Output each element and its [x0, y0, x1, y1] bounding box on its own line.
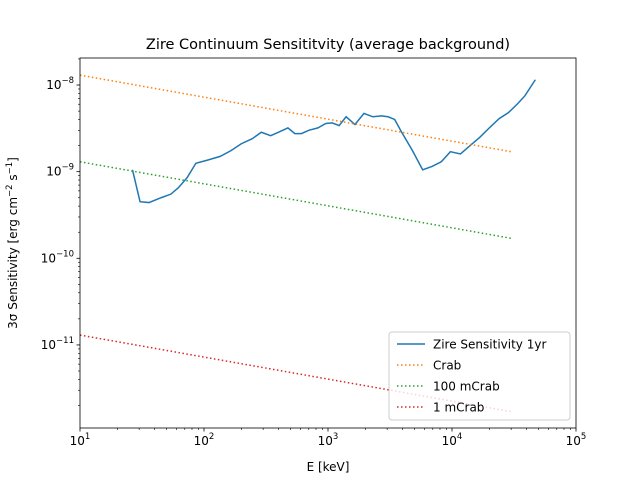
x-tick-label: 103	[318, 432, 339, 448]
series-line-2	[79, 74, 512, 153]
y-tick-label: 10−11	[41, 336, 74, 352]
legend-label-4: 1 mCrab	[433, 401, 484, 415]
chart-title: Zire Continuum Sensititvity (average bac…	[146, 37, 510, 53]
legend-label-2: Crab	[433, 359, 461, 373]
x-tick-label: 105	[566, 432, 587, 448]
y-tick-label: 10−8	[46, 76, 74, 92]
legend: Zire Sensitivity 1yr Crab 100 mCrab 1 mCrab	[388, 331, 571, 421]
x-tick-label: 101	[70, 432, 91, 448]
x-axis-label: E [keV]	[307, 460, 350, 474]
x-tick-label: 102	[194, 432, 215, 448]
x-axis: 101 102 103 104 105	[70, 428, 587, 448]
legend-box	[388, 331, 571, 421]
y-axis-label: 3σ Sensitivity [erg cm−2 s−1]	[5, 157, 20, 329]
legend-label-1: Zire Sensitivity 1yr	[433, 338, 546, 352]
series-line-1	[131, 79, 536, 204]
y-tick-label: 10−9	[46, 163, 74, 179]
series-line-3	[79, 161, 512, 240]
y-tick-label: 10−10	[41, 249, 74, 265]
y-axis: 10−11 10−10 10−9 10−8	[41, 58, 80, 406]
legend-label-3: 100 mCrab	[433, 380, 500, 394]
x-tick-label: 104	[442, 432, 463, 448]
